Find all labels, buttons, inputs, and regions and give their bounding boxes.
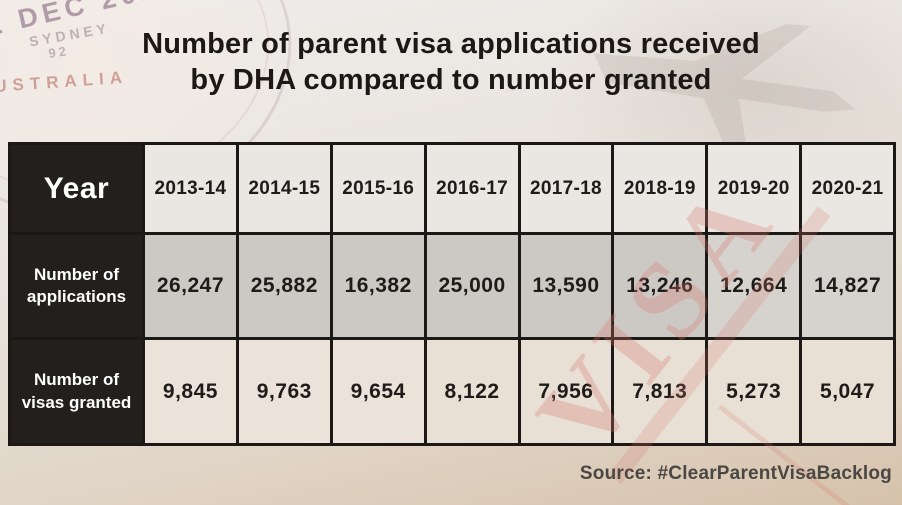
granted-value: 8,122 bbox=[423, 337, 521, 446]
applications-row: Number of applications 26,247 25,882 16,… bbox=[8, 232, 896, 340]
applications-value: 16,382 bbox=[329, 232, 427, 340]
page-title-line2: by DHA compared to number granted bbox=[190, 63, 712, 96]
applications-value: 13,590 bbox=[517, 232, 615, 340]
applications-value: 14,827 bbox=[799, 232, 896, 340]
visa-data-table: Year 2013-14 2014-15 2015-16 2016-17 201… bbox=[8, 142, 896, 446]
year-header: 2017-18 bbox=[517, 142, 615, 235]
applications-value: 13,246 bbox=[611, 232, 709, 340]
granted-value: 9,763 bbox=[235, 337, 333, 446]
year-header: 2018-19 bbox=[611, 142, 709, 235]
granted-value: 9,845 bbox=[142, 337, 239, 446]
year-header: 2014-15 bbox=[235, 142, 333, 235]
year-header: 2013-14 bbox=[142, 142, 239, 235]
row-label-applications: Number of applications bbox=[8, 232, 145, 340]
year-header: 2020-21 bbox=[799, 142, 896, 235]
year-header: 2016-17 bbox=[423, 142, 521, 235]
page-title-line1: Number of parent visa applications recei… bbox=[142, 28, 760, 60]
year-header: 2015-16 bbox=[329, 142, 427, 235]
table-header-year: Year bbox=[8, 142, 145, 235]
applications-value: 12,664 bbox=[705, 232, 803, 340]
source-credit: Source: #ClearParentVisaBacklog bbox=[579, 463, 892, 484]
granted-value: 7,956 bbox=[517, 337, 615, 446]
granted-value: 5,273 bbox=[705, 337, 803, 446]
granted-value: 5,047 bbox=[799, 337, 896, 446]
granted-value: 7,813 bbox=[611, 337, 709, 446]
granted-row: Number of visas granted 9,845 9,763 9,65… bbox=[8, 337, 896, 446]
applications-value: 26,247 bbox=[142, 232, 239, 340]
granted-value: 9,654 bbox=[329, 337, 427, 446]
applications-value: 25,882 bbox=[235, 232, 333, 340]
row-label-granted: Number of visas granted bbox=[8, 337, 145, 446]
year-header: 2019-20 bbox=[705, 142, 803, 235]
table-header-row: Year 2013-14 2014-15 2015-16 2016-17 201… bbox=[8, 142, 896, 235]
page-title: Number of parent visa applications recei… bbox=[0, 27, 902, 99]
applications-value: 25,000 bbox=[423, 232, 521, 340]
